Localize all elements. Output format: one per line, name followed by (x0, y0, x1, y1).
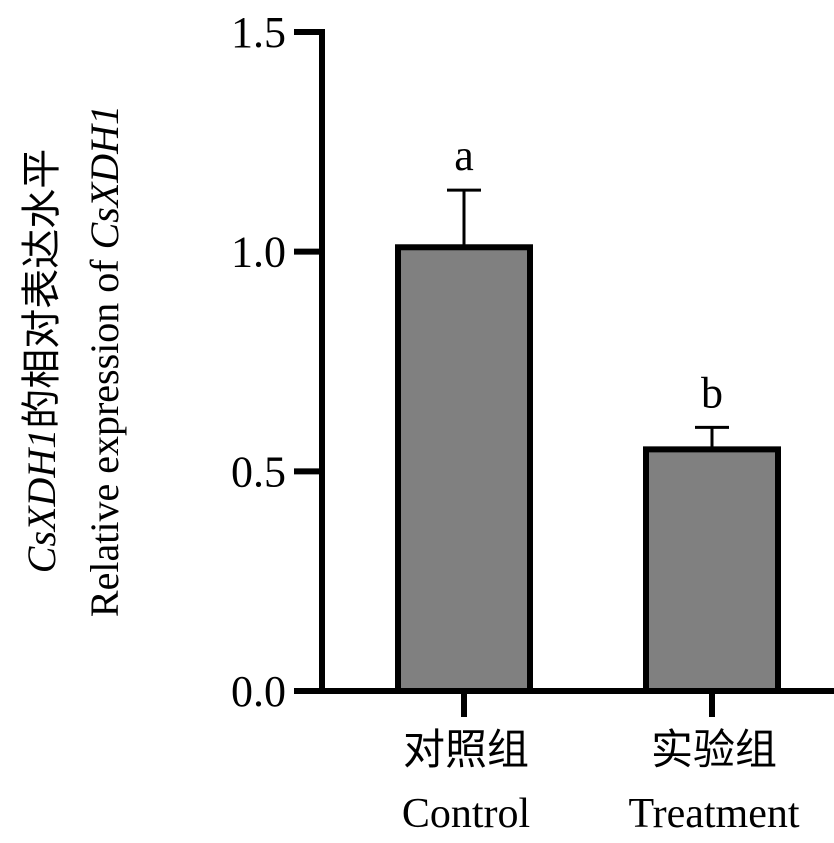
y-label-zh-suffix: 的相对表达水平 (19, 149, 64, 429)
y-tick-label: 0.0 (231, 667, 286, 716)
y-label-gene-en: CsXDH1 (82, 105, 127, 249)
x-category-label-en: Treatment (628, 791, 799, 837)
y-label-gene: CsXDH1 (19, 429, 64, 573)
y-tick-label: 1.5 (231, 8, 286, 57)
bar-control (395, 244, 533, 694)
significance-letter: a (454, 131, 474, 180)
y-axis-label-en: Relative expression of CsXDH1 (82, 105, 127, 617)
x-category-label-en: Control (402, 791, 530, 837)
significance-letter: b (701, 368, 723, 417)
y-label-en-prefix: Relative expression of (82, 249, 127, 617)
x-category-label-zh: 实验组 (651, 727, 777, 774)
bar-treatment (643, 446, 781, 694)
y-axis-label-zh: CsXDH1的相对表达水平 (19, 149, 64, 573)
x-category-label-zh: 对照组 (403, 728, 529, 774)
y-tick-label: 1.0 (231, 228, 286, 277)
y-axis-label: CsXDH1的相对表达水平 Relative expression of CsX… (19, 105, 127, 617)
y-tick-label: 0.5 (231, 447, 286, 496)
